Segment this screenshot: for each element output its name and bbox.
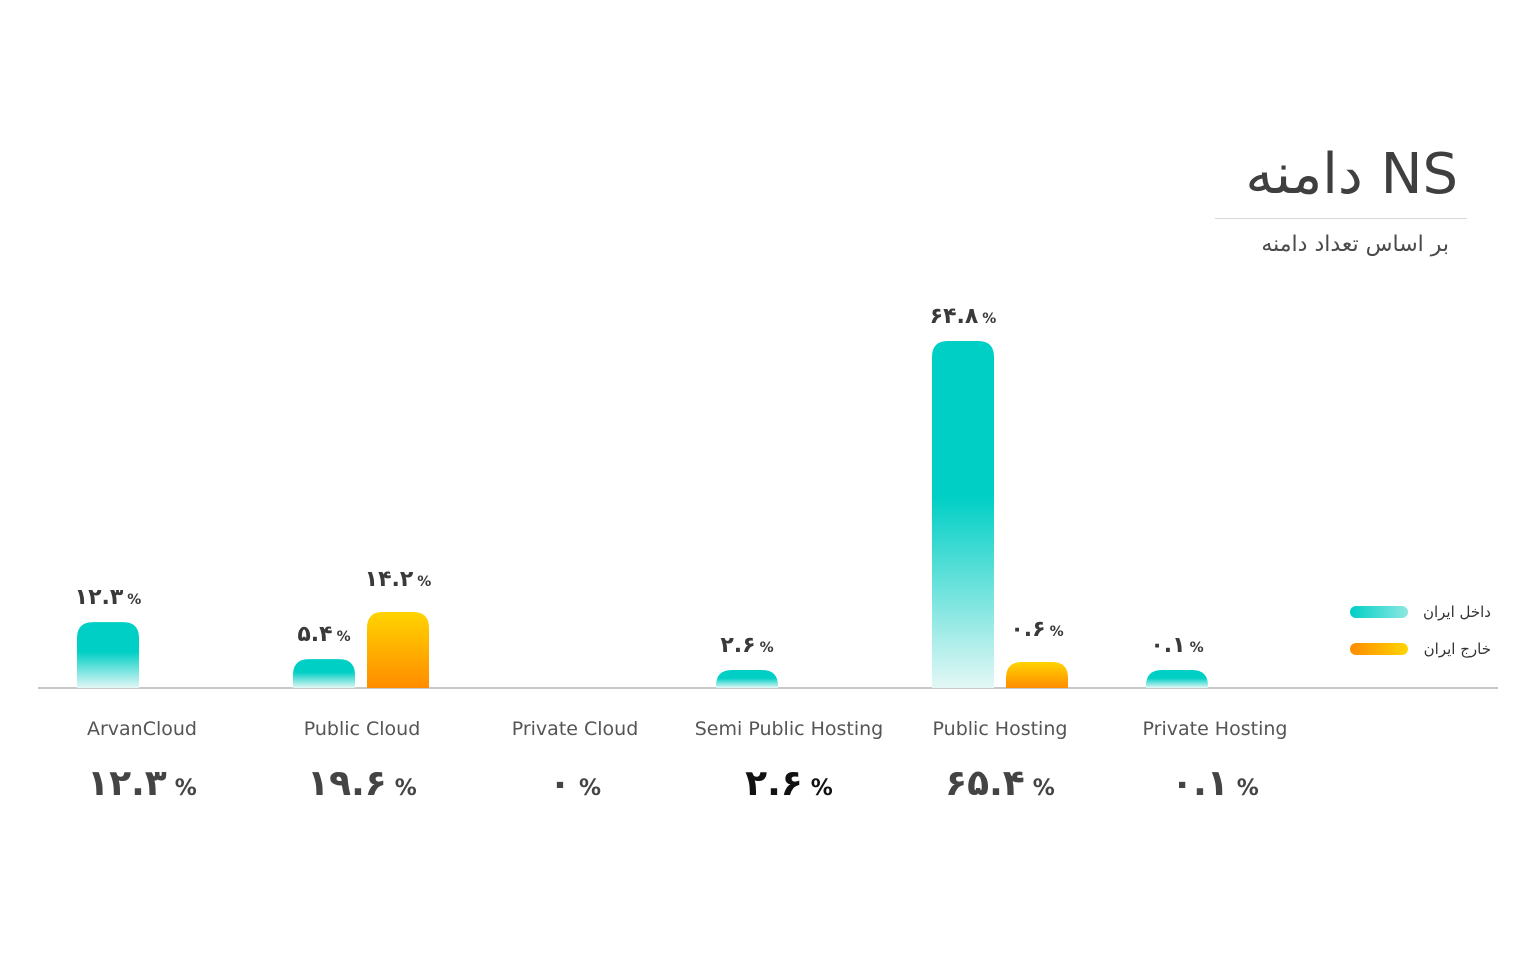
legend-label-outside: خارج ایران xyxy=(1423,640,1491,658)
total-label-2: ۰% xyxy=(549,763,601,804)
bar-value-label-inside-0: ۱۲.۳% xyxy=(75,585,142,610)
bar-value-label-inside-4: ۶۴.۸% xyxy=(930,304,997,329)
legend-label-inside: داخل ایران xyxy=(1422,603,1491,621)
bar-inside-0 xyxy=(77,622,139,688)
category-label-5: Private Hosting xyxy=(1143,718,1288,740)
bar-value-label-outside-4: ۰.۶% xyxy=(1010,617,1063,642)
category-label-3: Semi Public Hosting xyxy=(695,718,884,740)
bar-value-label-inside-1: ۵.۴% xyxy=(297,622,350,647)
bar-outside-4 xyxy=(1006,662,1068,688)
bar-outside-1 xyxy=(367,611,429,688)
bar-inside-3 xyxy=(716,670,778,688)
category-label-0: ArvanCloud xyxy=(87,718,197,740)
total-label-4: ۶۵.۴% xyxy=(945,763,1055,804)
total-label-1: ۱۹.۶% xyxy=(307,763,417,804)
bar-value-label-inside-3: ۲.۶% xyxy=(720,633,773,658)
bar-value-label-inside-5: ۰.۱% xyxy=(1150,633,1203,658)
title-divider xyxy=(1215,218,1467,219)
category-label-2: Private Cloud xyxy=(512,718,639,740)
total-label-5: ۰.۱% xyxy=(1171,763,1259,804)
legend-item-outside-iran: خارج ایران xyxy=(1350,637,1495,661)
bar-value-label-outside-1: ۱۴.۲% xyxy=(365,567,432,592)
legend-item-inside-iran: داخل ایران xyxy=(1350,600,1495,624)
total-label-0: ۱۲.۳% xyxy=(87,763,197,804)
legend-swatch-inside xyxy=(1350,606,1408,618)
bar-inside-4 xyxy=(932,341,994,688)
chart-subtitle: بر اساس تعداد دامنه xyxy=(1261,232,1449,257)
category-label-4: Public Hosting xyxy=(933,718,1068,740)
legend-swatch-outside xyxy=(1350,643,1408,655)
bar-inside-1 xyxy=(293,659,355,688)
chart-title: NS دامنه xyxy=(1245,142,1458,207)
category-label-1: Public Cloud xyxy=(304,718,421,740)
total-label-3: ۲.۶% xyxy=(745,763,833,804)
bar-inside-5 xyxy=(1146,670,1208,688)
